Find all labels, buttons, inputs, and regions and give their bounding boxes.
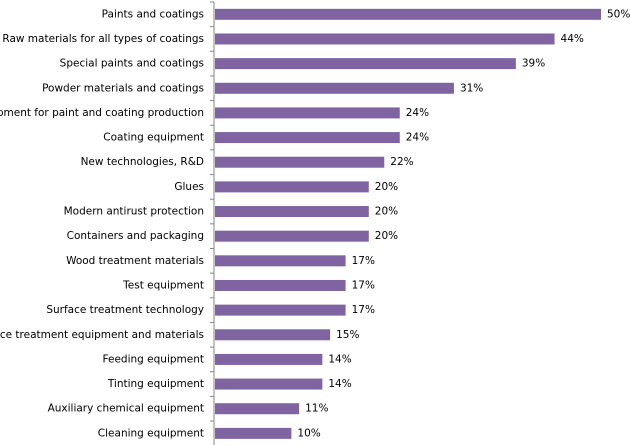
value-label: 24% (406, 132, 429, 144)
bar (215, 33, 555, 45)
bar (215, 58, 516, 70)
value-label: 22% (390, 156, 413, 168)
category-label: Raw materials for all types of coatings (2, 33, 204, 45)
bar (215, 329, 331, 341)
value-label: 14% (328, 378, 351, 390)
value-label: 17% (352, 255, 375, 267)
bar (215, 156, 385, 168)
value-label: 39% (522, 58, 545, 70)
value-label: 24% (406, 107, 429, 119)
value-label: 17% (352, 304, 375, 316)
category-label: Tinting equipment (107, 378, 204, 390)
value-labels: 50% 44% 39% 31% 24% 24% 22% 20% 20% 20% 17% 17% 17% 1… (297, 8, 630, 439)
category-label: Paints and coatings (102, 8, 204, 20)
category-label: Modern antirust protection (64, 206, 204, 218)
bar (215, 206, 369, 218)
category-label: Surface treatment equipment and material… (0, 329, 204, 341)
bar (215, 279, 346, 291)
category-label: Glues (174, 181, 204, 193)
category-label: Cleaning equipment (98, 427, 204, 439)
value-label: 44% (561, 33, 584, 45)
value-label: 11% (305, 403, 328, 415)
bar (215, 82, 454, 94)
category-label: Test equipment (122, 279, 204, 291)
value-label: 15% (336, 329, 359, 341)
bar (215, 230, 369, 242)
value-label: 20% (375, 230, 398, 242)
value-label: 20% (375, 181, 398, 193)
category-label: Feeding equipment (103, 353, 204, 365)
bar (215, 427, 292, 439)
bar (215, 304, 346, 316)
bar (215, 181, 369, 193)
bar (215, 8, 601, 20)
bar (215, 353, 323, 365)
value-label: 20% (375, 206, 398, 218)
value-label: 50% (607, 8, 630, 20)
value-label: 17% (352, 279, 375, 291)
category-label: Special paints and coatings (60, 58, 204, 70)
category-label: Surface treatment technology (46, 304, 204, 316)
value-label: 10% (297, 427, 320, 439)
category-labels: Paints and coatings Raw materials for all… (0, 8, 204, 439)
category-label: Powder materials and coatings (42, 82, 204, 94)
category-label: Containers and packaging (67, 230, 204, 242)
category-label: Wood treatment materials (66, 255, 204, 267)
bars-group (215, 8, 601, 439)
bar (215, 378, 323, 390)
value-label: 14% (328, 353, 351, 365)
category-label: New technologies, R&D (81, 156, 204, 168)
y-axis-ticks (210, 1, 214, 422)
bar (215, 255, 346, 267)
bar (215, 132, 400, 144)
bar (215, 107, 400, 119)
bar (215, 403, 300, 415)
category-label: Coating equipment (103, 132, 204, 144)
category-label: Auxiliary chemical equipment (48, 403, 204, 415)
category-label: Equipment for paint and coating producti… (0, 107, 204, 119)
value-label: 31% (460, 82, 483, 94)
